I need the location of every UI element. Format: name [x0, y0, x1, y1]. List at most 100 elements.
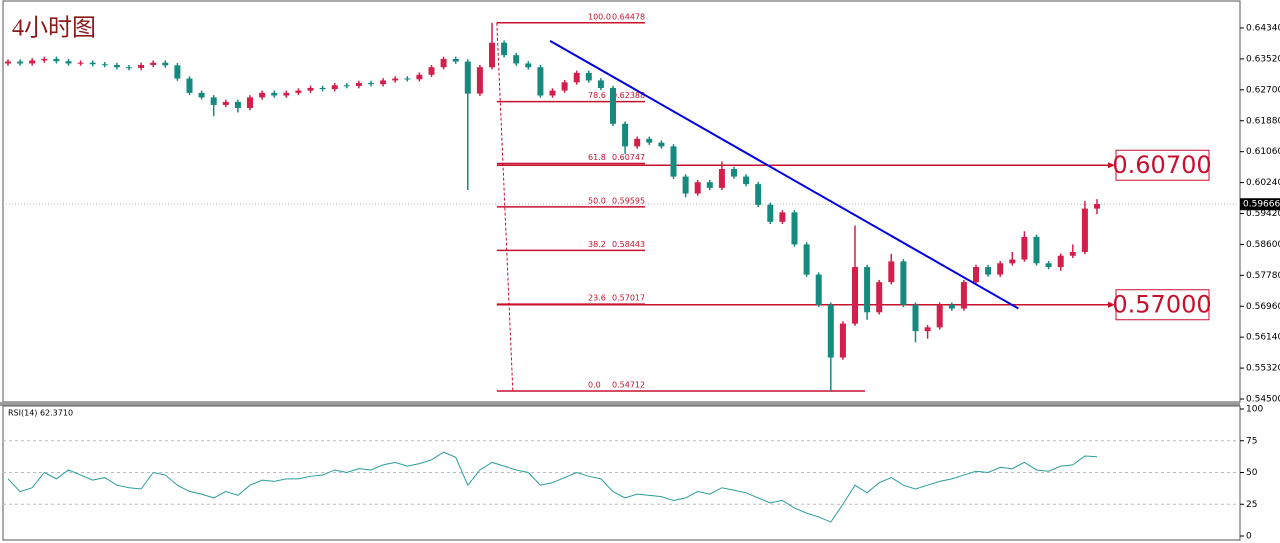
- candle-body: [755, 184, 762, 205]
- candle-body: [113, 64, 120, 68]
- fib-level: 0.0: [588, 381, 601, 390]
- candle-body: [706, 182, 713, 188]
- y-tick-label: 0.62700: [1246, 85, 1280, 95]
- candle-body: [174, 65, 181, 79]
- candle-body: [622, 123, 629, 147]
- candle-body: [343, 85, 350, 87]
- current-price-box: [1240, 198, 1280, 211]
- y-tick-label: 100: [1246, 405, 1263, 415]
- fib-anchor: [496, 22, 514, 392]
- candle-body: [1094, 204, 1100, 209]
- candle-body: [670, 146, 677, 177]
- candle-body: [634, 138, 641, 147]
- y-tick-label: 0.61060: [1246, 147, 1280, 157]
- candle-body: [852, 267, 858, 324]
- candle-body: [247, 97, 253, 108]
- y-tick-label: 0.58600: [1246, 240, 1280, 250]
- candle-body: [827, 304, 834, 358]
- candle-body: [476, 67, 483, 94]
- candle-body: [573, 72, 580, 83]
- y-tick-label: 0.61880: [1246, 116, 1280, 126]
- y-tick-label: 0.59420: [1246, 209, 1280, 219]
- candle-body: [1081, 208, 1088, 252]
- candle-body: [924, 327, 931, 332]
- candle-body: [779, 212, 786, 222]
- candle-body: [985, 267, 992, 275]
- candle-body: [694, 182, 701, 194]
- y-tick-label: 0: [1246, 532, 1252, 542]
- candle-body: [743, 176, 750, 185]
- candle-body: [791, 212, 798, 245]
- candle-body: [416, 74, 423, 80]
- candle-body: [718, 169, 725, 188]
- fib-price: 0.54712: [612, 381, 645, 390]
- candle-body: [29, 60, 36, 64]
- candle-body: [888, 261, 895, 283]
- y-tick-label: 75: [1246, 436, 1257, 446]
- candle-body: [610, 87, 616, 124]
- candle-body: [210, 97, 217, 105]
- candle-body: [355, 83, 362, 87]
- y-tick-label: 0.54500: [1246, 395, 1280, 405]
- candle-body: [960, 282, 967, 309]
- candle-body: [186, 78, 193, 93]
- candle-body: [973, 267, 979, 283]
- fib-level: 23.6: [588, 294, 606, 303]
- candle-body: [368, 83, 374, 85]
- fib-price: 0.62388: [612, 91, 645, 100]
- y-tick-label: 50: [1246, 468, 1258, 478]
- candle-body: [513, 55, 520, 64]
- fib-level: 78.6: [588, 91, 606, 100]
- fib-level: 38.2: [588, 240, 606, 249]
- candle-body: [65, 61, 72, 64]
- candle-body: [1045, 263, 1052, 268]
- fib-price: 0.57017: [612, 294, 645, 303]
- fib-price: 0.60747: [612, 153, 645, 162]
- key-level-box: [1115, 289, 1210, 321]
- candle-body: [876, 282, 883, 313]
- candle-body: [912, 304, 919, 332]
- trendline: [549, 39, 1019, 310]
- candle-body: [5, 61, 11, 64]
- candle-body: [803, 244, 810, 275]
- key-level-arrow: [1108, 162, 1115, 169]
- candle-body: [464, 61, 471, 94]
- candle-body: [948, 304, 955, 309]
- chart-title: 4小时图: [12, 15, 96, 42]
- candle-body: [1069, 251, 1076, 256]
- candle-body: [597, 80, 604, 88]
- candle-body: [41, 58, 48, 61]
- candle-body: [815, 274, 822, 305]
- candle-body: [53, 58, 60, 62]
- rsi-title: RSI(14) 62.3710: [8, 409, 73, 418]
- candle-body: [1009, 259, 1016, 264]
- fib-level: 50.0: [588, 196, 606, 205]
- candle-body: [77, 62, 84, 64]
- y-tick-label: 0.57780: [1246, 271, 1280, 281]
- y-tick-label: 0.56960: [1246, 302, 1280, 312]
- y-tick-label: 0.60240: [1246, 178, 1280, 188]
- y-tick-label: 0.55320: [1246, 364, 1280, 374]
- key-level-arrow: [1108, 301, 1115, 308]
- panel-separator: [0, 402, 1240, 406]
- key-level-box: [1115, 149, 1210, 181]
- candle-body: [682, 176, 689, 194]
- fib-price: 0.58443: [612, 240, 645, 249]
- candle-body: [319, 87, 326, 90]
- candle-body: [126, 67, 132, 69]
- candle-body: [767, 204, 774, 222]
- current-price-label: 0.59666: [1243, 200, 1280, 210]
- candle-body: [864, 267, 871, 313]
- candle-body: [198, 92, 205, 98]
- key-level-label: 0.60700: [1112, 151, 1211, 179]
- candle-body: [489, 42, 495, 68]
- candle-body: [271, 92, 278, 96]
- candle-body: [646, 138, 653, 143]
- candle-body: [839, 323, 846, 358]
- candle-body: [1033, 236, 1040, 264]
- candle-body: [404, 78, 411, 80]
- candle-body: [549, 90, 556, 96]
- candle-body: [222, 101, 229, 105]
- key-level-label: 0.57000: [1112, 291, 1211, 319]
